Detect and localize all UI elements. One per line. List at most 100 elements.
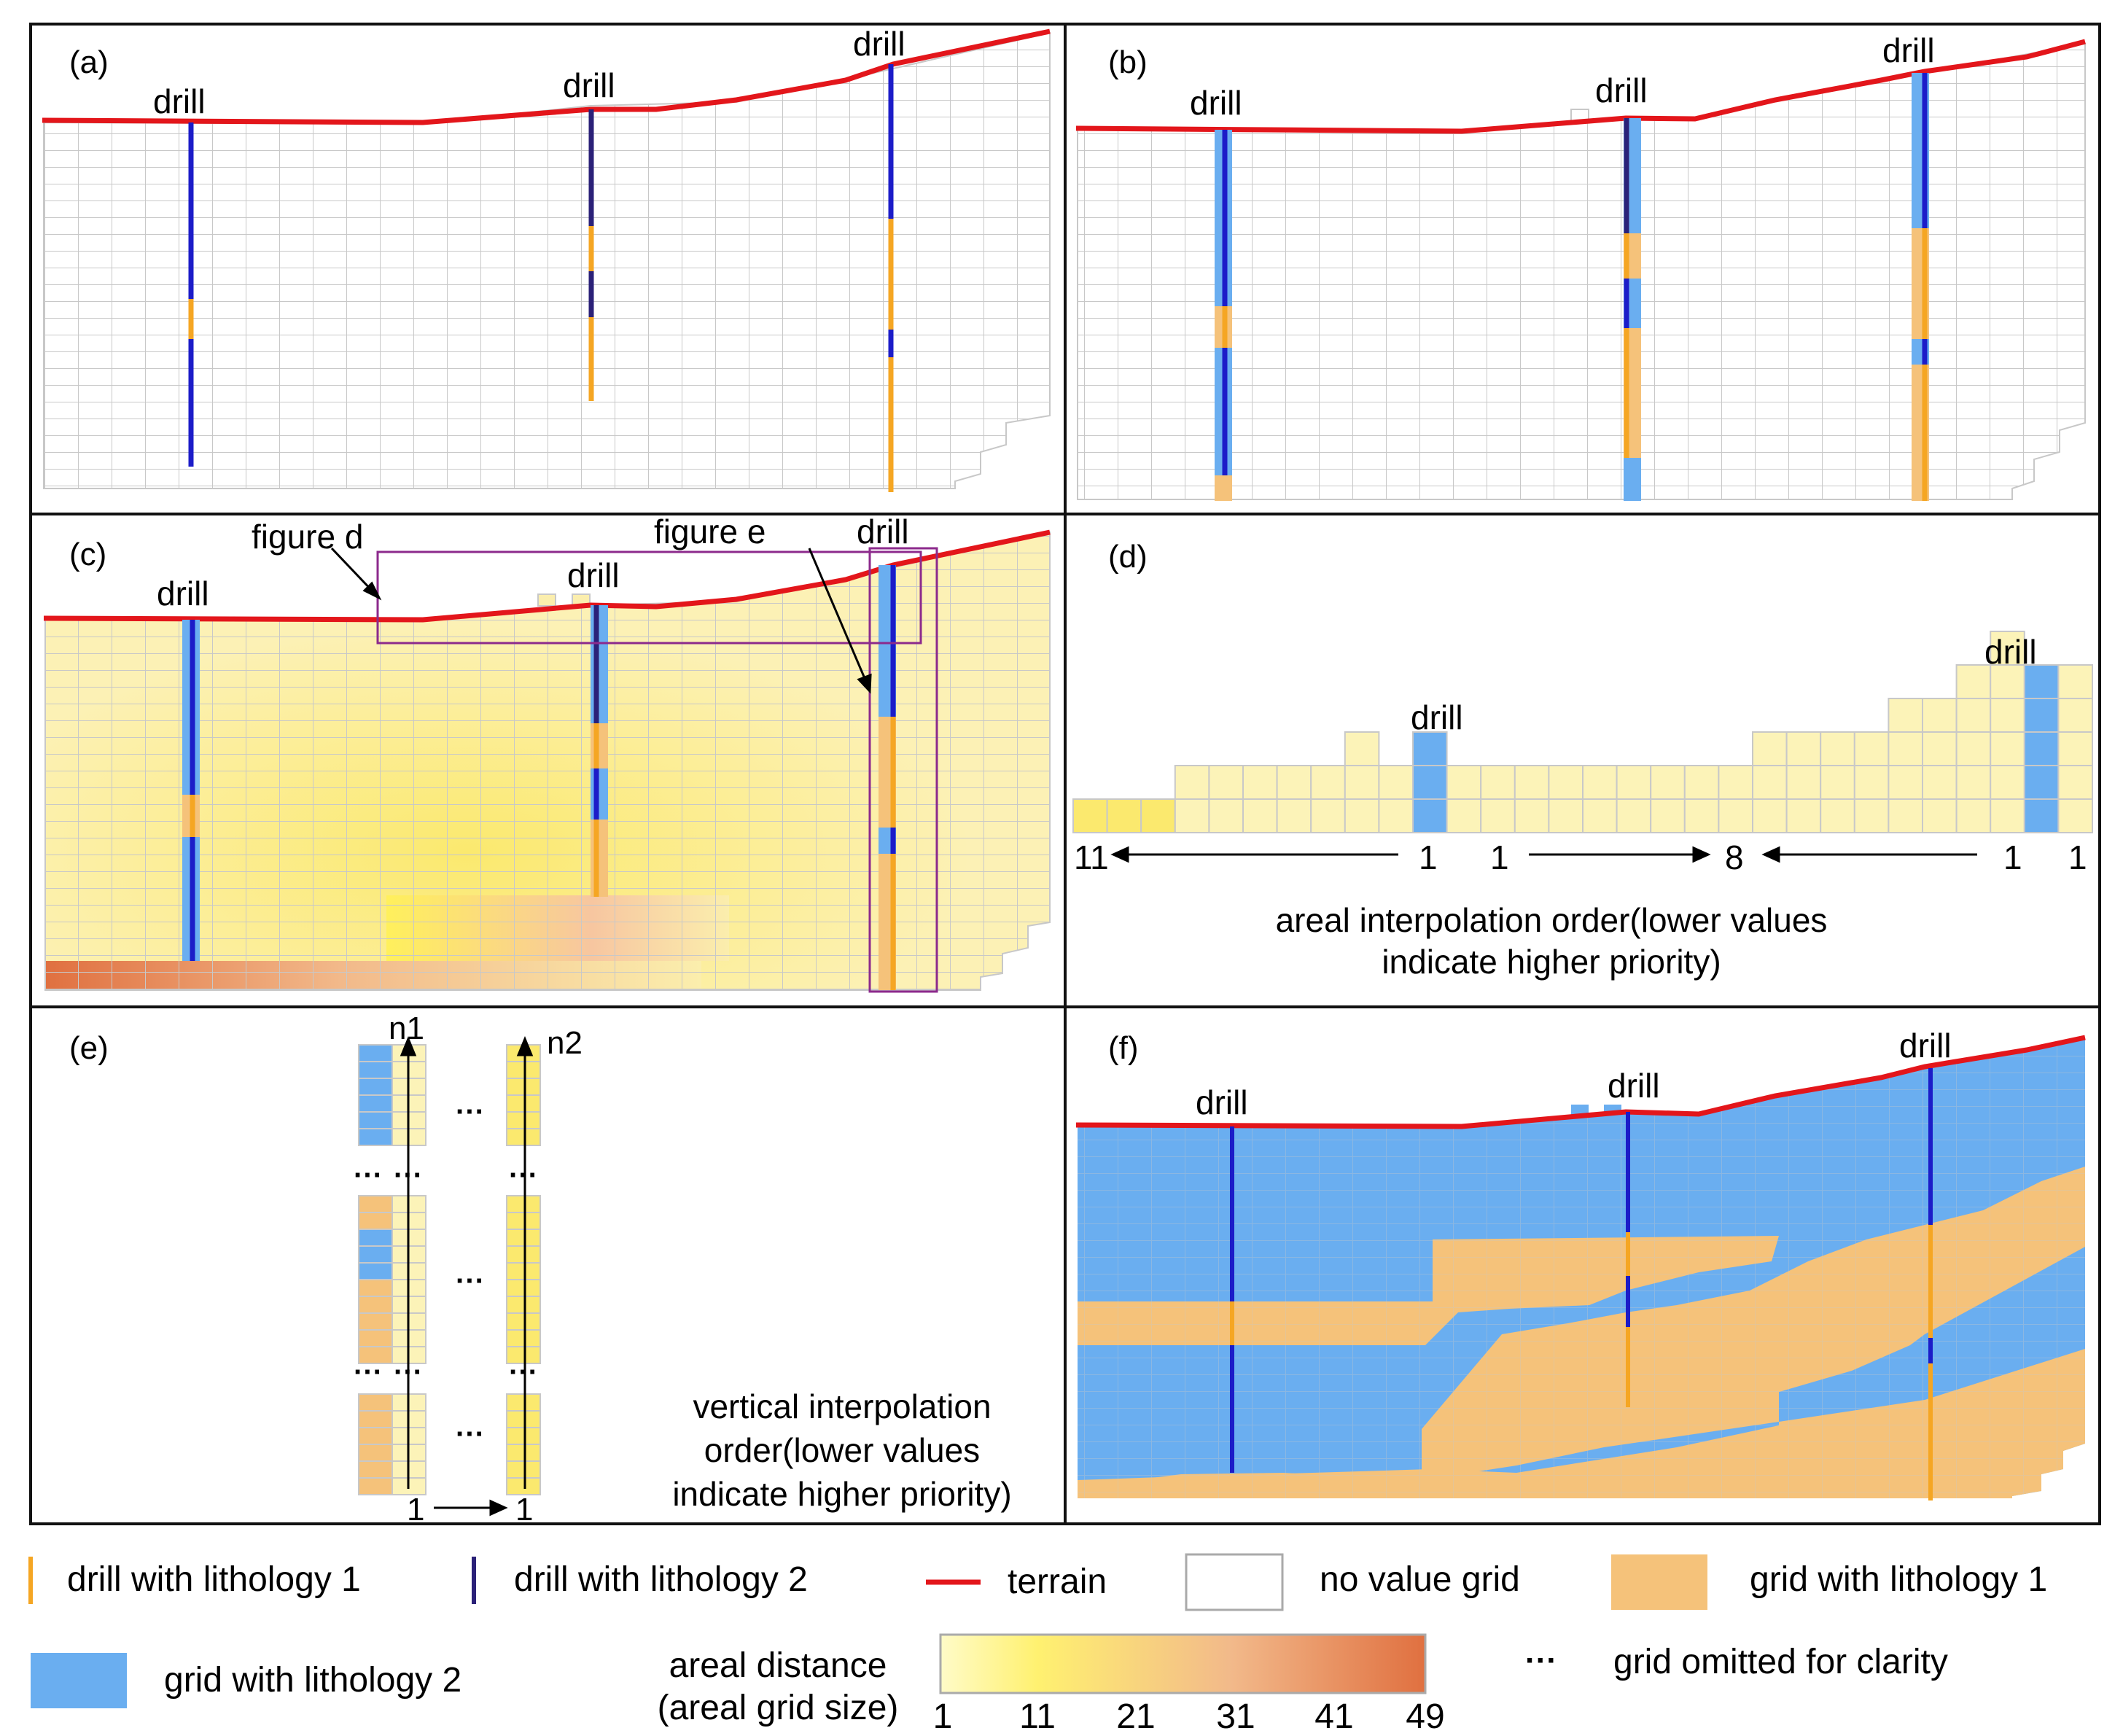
areal-grid-cell <box>1378 798 1414 833</box>
vertical-grid-cell <box>358 1245 393 1264</box>
vertical-grid-cell <box>358 1477 393 1495</box>
vertical-grid-cell <box>506 1444 541 1462</box>
scale-tick: 31 <box>1216 1697 1255 1736</box>
panel-e-grid <box>358 1044 541 1495</box>
areal-grid-cell <box>1853 765 1890 800</box>
panel-f: (f) drill drill drill <box>1075 1027 2086 1500</box>
vertical-grid-cell <box>358 1094 393 1113</box>
panel-c-drill-2 <box>591 605 608 897</box>
panel-b-drill-2 <box>1624 118 1641 501</box>
column-n2-label: n2 <box>547 1025 583 1061</box>
column-n1-label: n1 <box>389 1011 424 1046</box>
areal-grid-cell <box>1514 798 1550 833</box>
vertical-grid-cell <box>358 1061 393 1079</box>
panel-b-drill-label: drill <box>1190 84 1242 122</box>
vertical-grid-cell <box>506 1279 541 1297</box>
vertical-grid-cell <box>358 1296 393 1314</box>
callout-e-arrow <box>808 548 872 694</box>
areal-grid-cell <box>2023 664 2060 699</box>
areal-grid-cell <box>2023 698 2060 733</box>
areal-grid-cell <box>1208 765 1244 800</box>
panel-a-drill-label: drill <box>153 82 206 120</box>
areal-grid-cell <box>1106 798 1142 833</box>
panel-d: (d) drill drill 11 1 1 8 1 1 areal inter… <box>1072 539 2093 981</box>
panel-d-drill-label: drill <box>1411 698 1463 736</box>
areal-grid-cell <box>1888 765 1923 800</box>
vertical-grid-cell <box>506 1410 541 1428</box>
areal-grid-cell <box>1922 731 1958 766</box>
panel-e-caption: order(lower values <box>704 1431 980 1469</box>
areal-grid-cell <box>1752 765 1788 800</box>
vertical-grid-cell <box>506 1477 541 1495</box>
ellipsis: ··· <box>394 1159 423 1191</box>
areal-grid-cell <box>1412 798 1448 833</box>
areal-grid-cell <box>1683 765 1720 800</box>
areal-grid-cell <box>1242 765 1278 800</box>
panel-a-drill-label: drill <box>563 66 615 104</box>
areal-grid-cell <box>1718 798 1753 833</box>
vertical-grid-cell <box>506 1329 541 1347</box>
panel-a: (a) drill drill drill <box>42 25 1051 492</box>
panel-f-terrain <box>1075 1035 2086 1129</box>
panel-b-drill-1 <box>1215 130 1232 501</box>
areal-grid-cell <box>2057 698 2093 733</box>
vertical-grid-cell <box>358 1460 393 1479</box>
areal-grid-cell <box>1888 698 1923 733</box>
panel-d-label: (d) <box>1108 539 1148 575</box>
vertical-grid-cell <box>506 1061 541 1079</box>
panel-f-drill-label: drill <box>1196 1083 1248 1121</box>
legend-lith2-label: grid with lithology 2 <box>164 1661 461 1700</box>
ellipsis: ··· <box>509 1356 538 1388</box>
vertical-arrows <box>400 1036 534 1517</box>
areal-grid-cell <box>1820 798 1855 833</box>
ellipsis: ··· <box>456 1418 485 1450</box>
vertical-grid-cell <box>358 1312 393 1331</box>
areal-grid-cell <box>1514 765 1550 800</box>
areal-grid-cell <box>1990 765 2025 800</box>
areal-grid-cell <box>1344 798 1380 833</box>
areal-grid-cell <box>1650 798 1686 833</box>
vertical-grid-cell <box>506 1229 541 1247</box>
ellipsis: ··· <box>354 1356 383 1388</box>
areal-grid-cell <box>2057 798 2093 833</box>
areal-grid-cell <box>2057 765 2093 800</box>
order-number: 1 <box>2003 838 2022 876</box>
areal-grid-cell <box>1922 798 1958 833</box>
vertical-grid-cell <box>506 1111 541 1129</box>
legend-terrain-label: terrain <box>1008 1562 1107 1601</box>
panel-a-grid <box>43 31 1051 489</box>
areal-grid-cell <box>1990 698 2025 733</box>
vertical-grid-cell <box>358 1444 393 1462</box>
areal-grid-cell <box>1446 798 1482 833</box>
legend-no-value-swatch <box>1185 1553 1284 1611</box>
areal-grid-cell <box>1548 798 1584 833</box>
areal-grid-cell <box>1718 765 1753 800</box>
callout-e-frame <box>868 547 938 993</box>
order-number: 1 <box>2068 838 2087 876</box>
color-scale-bar <box>939 1633 1427 1694</box>
panel-e-caption: indicate higher priority) <box>672 1475 1011 1513</box>
vertical-grid-cell <box>358 1078 393 1096</box>
callout-d-arrow <box>330 547 382 601</box>
areal-grid-cell <box>1922 698 1958 733</box>
scale-tick: 21 <box>1116 1697 1155 1736</box>
vertical-grid-cell <box>358 1427 393 1445</box>
areal-grid-cell <box>1752 798 1788 833</box>
areal-grid-cell <box>2023 731 2060 766</box>
areal-grid-cell <box>1616 798 1652 833</box>
panel-frames <box>29 23 2101 1525</box>
areal-grid-cell <box>1276 798 1312 833</box>
vertical-grid-cell <box>358 1128 393 1146</box>
panel-b-drill-3 <box>1912 73 1929 501</box>
vertical-grid-cell <box>506 1212 541 1230</box>
order-end: 1 <box>515 1492 533 1527</box>
legend-drill-lith2-label: drill with lithology 2 <box>514 1560 808 1599</box>
vertical-grid-cell <box>506 1094 541 1113</box>
panel-c-drill-label: drill <box>157 575 209 612</box>
areal-grid-cell <box>1378 765 1414 800</box>
order-start: 1 <box>407 1492 424 1527</box>
panel-b: (b) drill drill drill <box>1075 31 2086 501</box>
areal-grid-cell <box>1412 765 1448 800</box>
areal-grid-cell <box>1853 731 1890 766</box>
areal-grid-cell <box>2057 731 2093 766</box>
